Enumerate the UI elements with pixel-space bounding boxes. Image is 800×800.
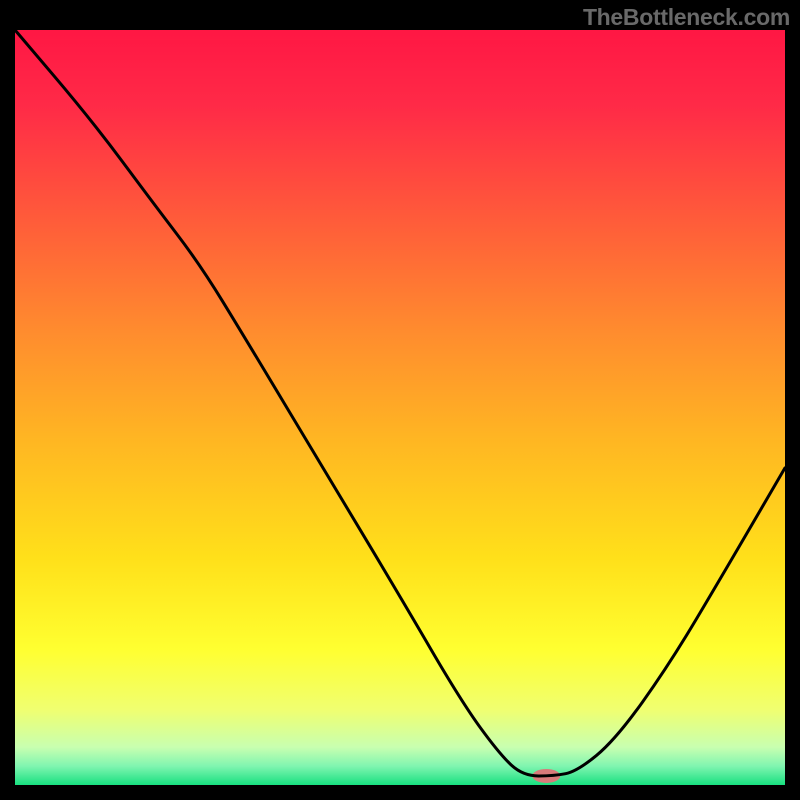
chart-plot-bg <box>15 30 785 785</box>
watermark-text: TheBottleneck.com <box>583 4 790 31</box>
bottleneck-chart <box>0 0 800 800</box>
chart-container: TheBottleneck.com <box>0 0 800 800</box>
